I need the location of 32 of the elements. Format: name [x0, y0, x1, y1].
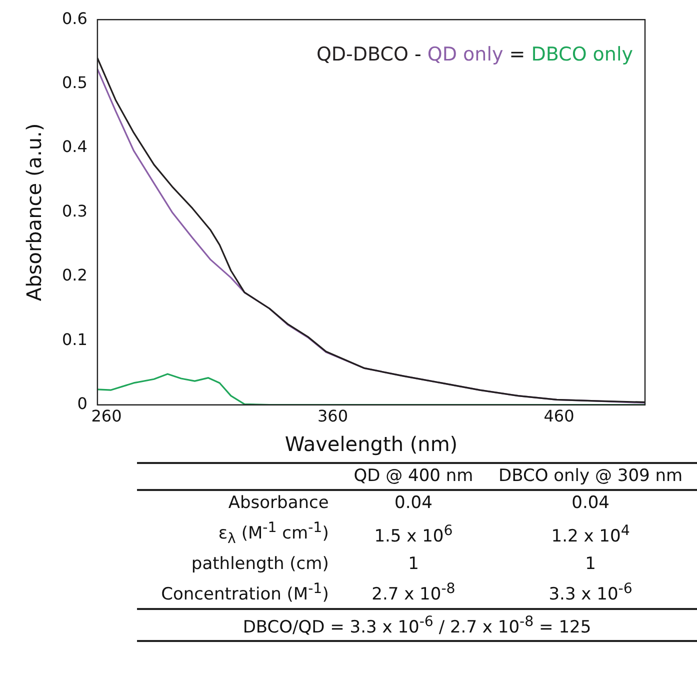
y-tick-label: 0.5 — [62, 72, 88, 92]
x-axis-title: Wavelength (nm) — [284, 432, 458, 456]
x-tick-label: 260 — [91, 406, 122, 426]
y-tick-label: 0.1 — [62, 330, 88, 349]
text: 1 — [584, 553, 597, 576]
text: QD-DBCO — [316, 44, 408, 66]
annotation: - — [408, 44, 428, 66]
text: DBCO only @ 309 nm — [498, 465, 684, 488]
text: 1.5 x 10$^{6}$ — [373, 522, 454, 548]
y-tick-label: 0.6 — [62, 8, 88, 28]
text: Absorbance — [227, 492, 330, 515]
text: QD only — [427, 44, 504, 66]
y-tick-label: 0 — [77, 394, 88, 413]
text: ε$_{λ}$ (M$^{-1}$ cm$^{-1}$) — [217, 519, 330, 550]
y-tick-label: 0.2 — [62, 266, 88, 285]
text: pathlength (cm) — [190, 553, 330, 576]
text: DBCO only — [531, 44, 634, 66]
text: 3.3 x 10$^{-6}$ — [548, 580, 634, 607]
x-tick-label: 460 — [544, 406, 574, 426]
text: QD @ 400 nm — [352, 465, 474, 488]
text: 1 — [407, 553, 420, 576]
y-tick-label: 0.4 — [62, 137, 88, 156]
text: 0.04 — [394, 492, 434, 515]
annotation: = — [503, 44, 532, 66]
y-axis-title: Absorbance (a.u.) — [22, 123, 46, 302]
text: 1.2 x 10$^{4}$ — [550, 522, 631, 548]
x-tick-label: 360 — [317, 406, 348, 426]
text: 2.7 x 10$^{-8}$ — [370, 580, 456, 607]
text: Concentration (M$^{-1}$) — [160, 580, 330, 607]
text: DBCO/QD = 3.3 x 10$^{-6}$ / 2.7 x 10$^{-8}$ = 125 — [137, 608, 697, 642]
text: 0.04 — [570, 492, 610, 515]
y-tick-label: 0.3 — [62, 201, 88, 220]
